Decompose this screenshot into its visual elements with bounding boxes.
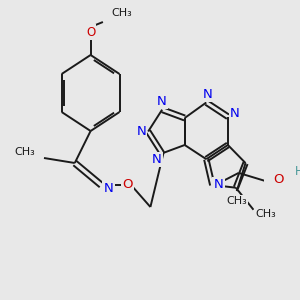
Text: O: O: [86, 26, 95, 38]
Text: N: N: [104, 182, 113, 196]
Text: N: N: [136, 125, 146, 138]
Text: H: H: [295, 165, 300, 178]
Text: O: O: [273, 173, 284, 186]
Text: N: N: [152, 153, 162, 166]
Text: N: N: [230, 107, 240, 120]
Text: CH₃: CH₃: [112, 8, 133, 18]
Text: CH₃: CH₃: [255, 209, 276, 219]
Text: N: N: [214, 178, 223, 191]
Text: CH₃: CH₃: [226, 196, 247, 206]
Text: N: N: [157, 95, 167, 108]
Text: CH₃: CH₃: [14, 147, 35, 157]
Text: O: O: [122, 178, 133, 191]
Text: N: N: [202, 88, 212, 101]
